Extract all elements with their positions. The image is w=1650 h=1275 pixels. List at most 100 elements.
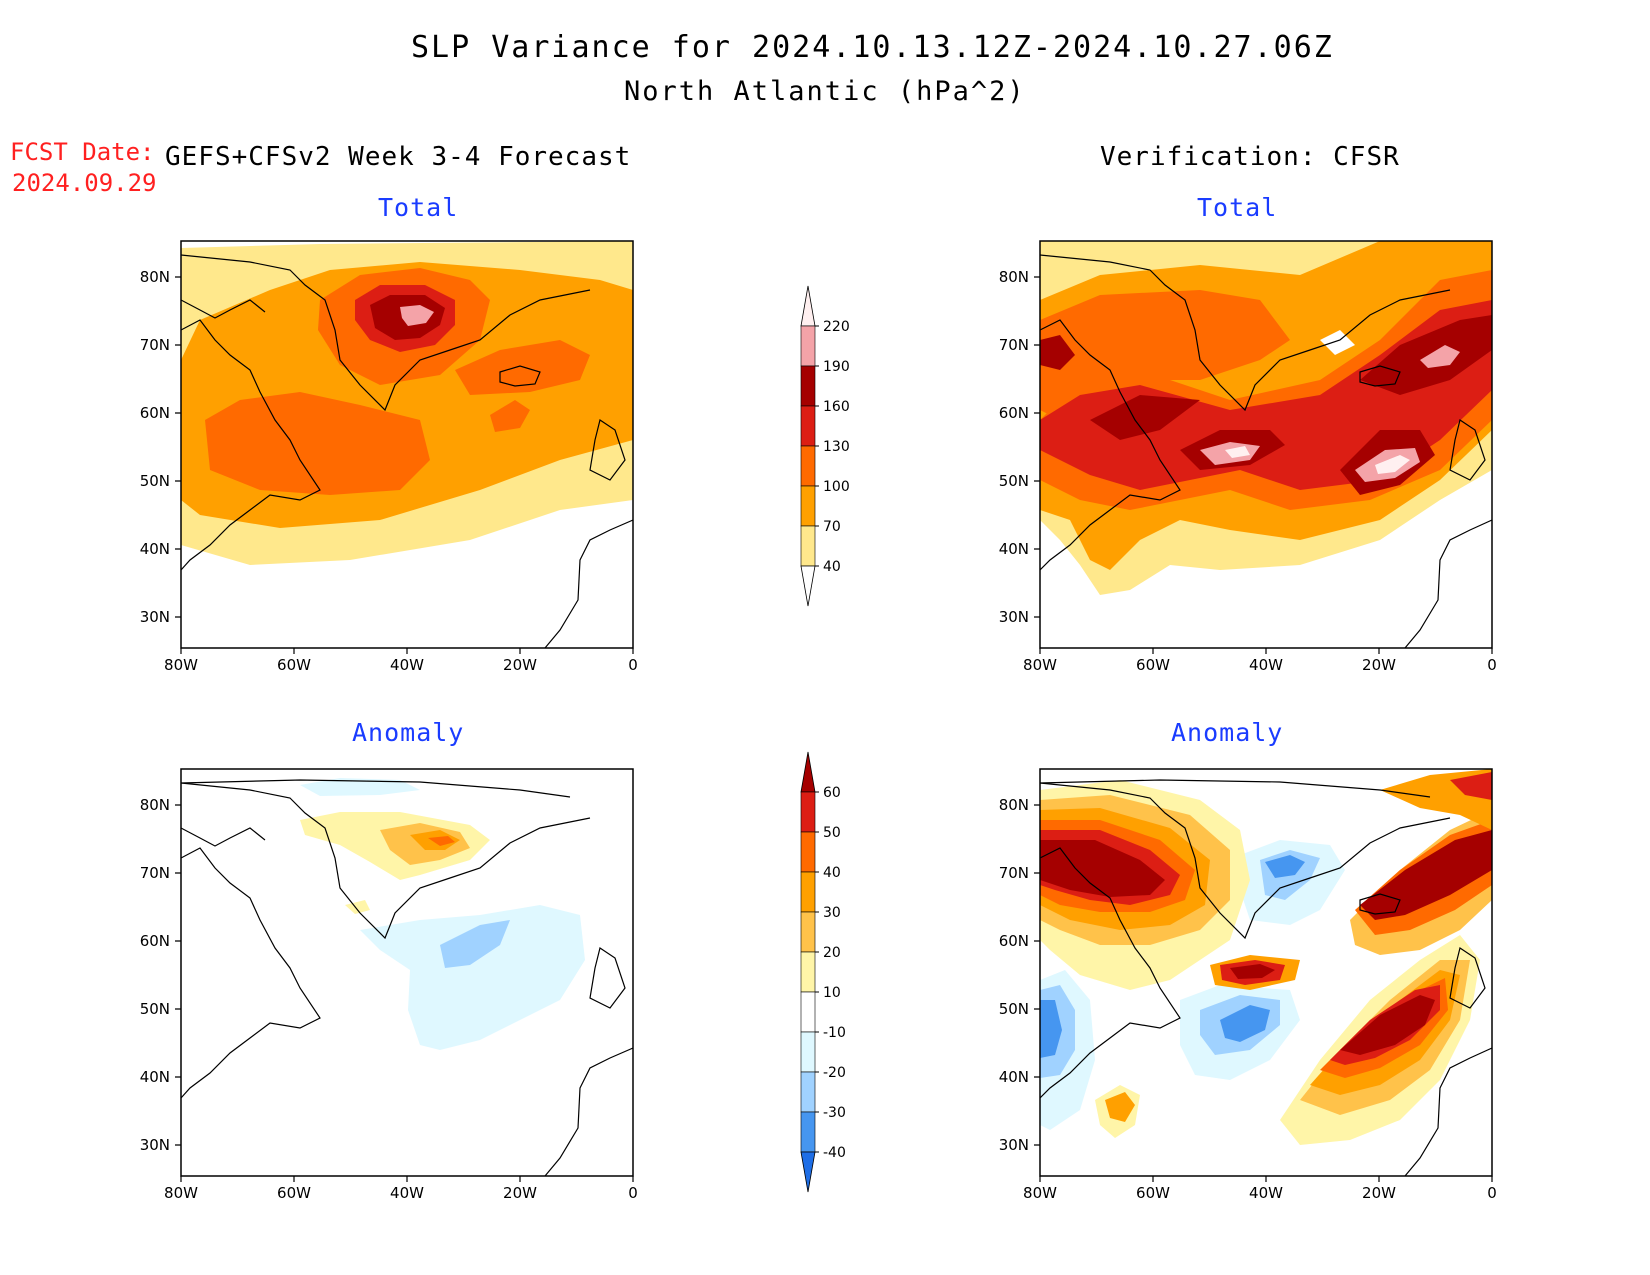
- panel-title-forecast-total: Total: [378, 193, 459, 222]
- chart-subtitle: North Atlantic (hPa^2): [624, 76, 1026, 107]
- lat-axis-p1: 80N 70N 60N 50N 40N 30N: [140, 268, 170, 626]
- lat-tick: 80N: [140, 268, 170, 286]
- lon-tick: 20W: [503, 656, 537, 674]
- lon-axis-p4: 80W 60W 40W 20W 0: [1023, 1184, 1497, 1202]
- colorbar-total-swatch: [800, 485, 816, 527]
- lon-tick: 80W: [164, 1184, 198, 1202]
- colorbar-total-top-arrow: [800, 285, 816, 327]
- chart-title: SLP Variance for 2024.10.13.12Z-2024.10.…: [411, 30, 1334, 65]
- lat-tick: 50N: [140, 472, 170, 490]
- column-title-verification: Verification: CFSR: [1100, 142, 1400, 172]
- contour-190: [400, 305, 434, 326]
- colorbar-anomaly-swatch: [800, 991, 816, 1033]
- lon-tick: 60W: [1136, 1184, 1170, 1202]
- colorbar-anomaly-label: -40: [823, 1145, 846, 1161]
- lon-tick: 20W: [1362, 1184, 1396, 1202]
- lon-tick: 40W: [390, 656, 424, 674]
- lon-tick: 0: [628, 656, 638, 674]
- lat-tick: 60N: [140, 932, 170, 950]
- lon-tick: 20W: [1362, 656, 1396, 674]
- contour-100-d: [490, 400, 530, 432]
- lat-tick: 30N: [999, 608, 1029, 626]
- lon-axis-p2: 80W 60W 40W 20W 0: [1023, 656, 1497, 674]
- colorbar-total-swatch: [800, 445, 816, 487]
- coastlines: [181, 254, 633, 648]
- forecast-date-label: FCST Date:: [10, 138, 155, 166]
- lon-tick: 0: [1487, 656, 1497, 674]
- colorbar-anomaly-bottom-arrow: [800, 1151, 816, 1193]
- lat-tick: 70N: [140, 336, 170, 354]
- colorbar-anomaly-swatch: [800, 951, 816, 993]
- colorbar-anomaly-swatch: [800, 831, 816, 873]
- lon-tick: 60W: [1136, 656, 1170, 674]
- lon-tick: 0: [1487, 1184, 1497, 1202]
- lat-tick: 50N: [999, 1000, 1029, 1018]
- colorbar-anomaly-label: 30: [823, 905, 841, 921]
- colorbar-anomaly-swatch: [800, 791, 816, 833]
- lon-tick: 40W: [1249, 656, 1283, 674]
- lat-axis-p3: 80N 70N 60N 50N 40N 30N: [140, 796, 170, 1154]
- colorbar-anomaly-label: 10: [823, 985, 841, 1001]
- lon-tick: 0: [628, 1184, 638, 1202]
- colorbar-anomaly-swatch: [800, 911, 816, 953]
- colorbar-anomaly-swatch: [800, 1031, 816, 1073]
- lon-tick: 80W: [1023, 1184, 1057, 1202]
- lat-tick: 40N: [140, 1068, 170, 1086]
- lat-axis-p2: 80N 70N 60N 50N 40N 30N: [999, 268, 1029, 626]
- colorbar-anomaly-label: 20: [823, 945, 841, 961]
- lat-tick: 50N: [999, 472, 1029, 490]
- lon-tick: 60W: [277, 1184, 311, 1202]
- colorbar-anomaly-label: -30: [823, 1105, 846, 1121]
- lat-tick: 60N: [999, 404, 1029, 422]
- tick-marks: [175, 276, 1493, 1182]
- panel-title-verification-total: Total: [1197, 193, 1278, 222]
- lon-tick: 20W: [503, 1184, 537, 1202]
- colorbar-anomaly-label: -20: [823, 1065, 846, 1081]
- lat-tick: 70N: [140, 864, 170, 882]
- colorbar-anomaly-label: -10: [823, 1025, 846, 1041]
- lat-tick: 50N: [140, 1000, 170, 1018]
- colorbar-total-swatch: [800, 325, 816, 367]
- colorbar-total-label: 70: [823, 519, 841, 535]
- colorbar-total-swatch: [800, 405, 816, 447]
- colorbar-anomaly-swatch: [800, 1071, 816, 1113]
- colorbar-total-label: 220: [823, 319, 850, 335]
- column-title-forecast: GEFS+CFSv2 Week 3-4 Forecast: [165, 142, 632, 172]
- lon-axis-p1: 80W 60W 40W 20W 0: [164, 656, 638, 674]
- colorbar-anomaly-swatch: [800, 871, 816, 913]
- lat-tick: 60N: [140, 404, 170, 422]
- lat-tick: 70N: [999, 864, 1029, 882]
- lon-tick: 60W: [277, 656, 311, 674]
- lon-tick: 80W: [1023, 656, 1057, 674]
- colorbar-anomaly-swatch: [800, 1111, 816, 1153]
- colorbar-anomaly: 60 50 40 30 20 10 -10 -20 -30 -40: [800, 751, 846, 1193]
- lat-tick: 40N: [999, 540, 1029, 558]
- lon-axis-p3: 80W 60W 40W 20W 0: [164, 1184, 638, 1202]
- lon-tick: 40W: [390, 1184, 424, 1202]
- lat-tick: 30N: [999, 1136, 1029, 1154]
- contour-100-c: [455, 340, 590, 395]
- panel-title-verification-anomaly: Anomaly: [1171, 718, 1284, 747]
- colorbar-anomaly-top-arrow: [800, 751, 816, 793]
- forecast-date-value: 2024.09.29: [12, 169, 157, 197]
- lat-tick: 30N: [140, 1136, 170, 1154]
- lat-tick: 60N: [999, 932, 1029, 950]
- colorbar-total-label: 190: [823, 359, 850, 375]
- colorbar-total-label: 160: [823, 399, 850, 415]
- lat-tick: 80N: [140, 796, 170, 814]
- colorbar-anomaly-label: 50: [823, 825, 841, 841]
- colorbar-anomaly-label: 40: [823, 865, 841, 881]
- lat-tick: 40N: [140, 540, 170, 558]
- colorbar-total-swatch: [800, 525, 816, 567]
- panel-title-forecast-anomaly: Anomaly: [352, 718, 465, 747]
- colorbar-total-label: 100: [823, 479, 850, 495]
- colorbar-total-label: 130: [823, 439, 850, 455]
- lat-tick: 80N: [999, 796, 1029, 814]
- lat-tick: 30N: [140, 608, 170, 626]
- colorbar-total-label: 40: [823, 559, 841, 575]
